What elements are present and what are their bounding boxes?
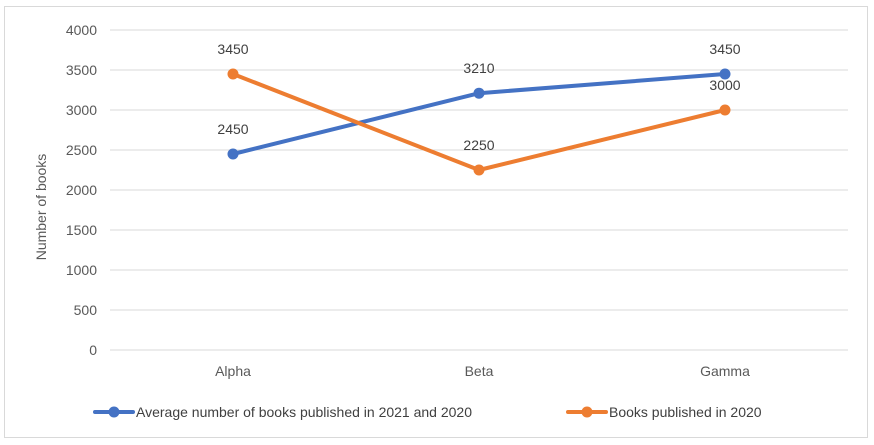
line-chart: 0 500 1000 1500 2000 2500 3000 3500 4000 Alpha Be… [33, 22, 848, 420]
data-label: 2450 [217, 121, 248, 137]
y-tick-label: 3000 [66, 102, 97, 118]
x-tick-label: Beta [465, 363, 494, 379]
y-tick-label: 1000 [66, 262, 97, 278]
data-point [719, 68, 731, 80]
x-tick-label: Gamma [700, 363, 750, 379]
data-label: 3450 [709, 41, 740, 57]
legend-swatch-marker [581, 406, 593, 418]
x-axis-ticks: Alpha Beta Gamma [215, 363, 750, 379]
data-label: 3000 [709, 77, 740, 93]
y-tick-label: 0 [89, 342, 97, 358]
y-axis-label: Number of books [33, 154, 49, 261]
data-labels: 2450 3210 3450 3450 2250 3000 [217, 41, 740, 153]
y-axis-ticks: 0 500 1000 1500 2000 2500 3000 3500 4000 [66, 22, 97, 358]
y-tick-label: 500 [74, 302, 98, 318]
data-label: 3450 [217, 41, 248, 57]
data-point [473, 87, 485, 99]
y-tick-label: 3500 [66, 62, 97, 78]
y-tick-label: 1500 [66, 222, 97, 238]
x-tick-label: Alpha [215, 363, 251, 379]
data-point [227, 148, 239, 160]
data-point [719, 104, 731, 116]
y-tick-label: 2000 [66, 182, 97, 198]
data-point [473, 164, 485, 176]
legend: Average number of books published in 202… [93, 404, 762, 420]
chart-frame: 0 500 1000 1500 2000 2500 3000 3500 4000 Alpha Be… [4, 6, 868, 438]
legend-label: Books published in 2020 [609, 404, 762, 420]
y-tick-label: 4000 [66, 22, 97, 38]
data-label: 2250 [463, 137, 494, 153]
legend-swatch-marker [108, 406, 120, 418]
data-point [227, 68, 239, 80]
series-layer [227, 68, 731, 176]
y-tick-label: 2500 [66, 142, 97, 158]
legend-label: Average number of books published in 202… [136, 404, 472, 420]
data-label: 3210 [463, 60, 494, 76]
